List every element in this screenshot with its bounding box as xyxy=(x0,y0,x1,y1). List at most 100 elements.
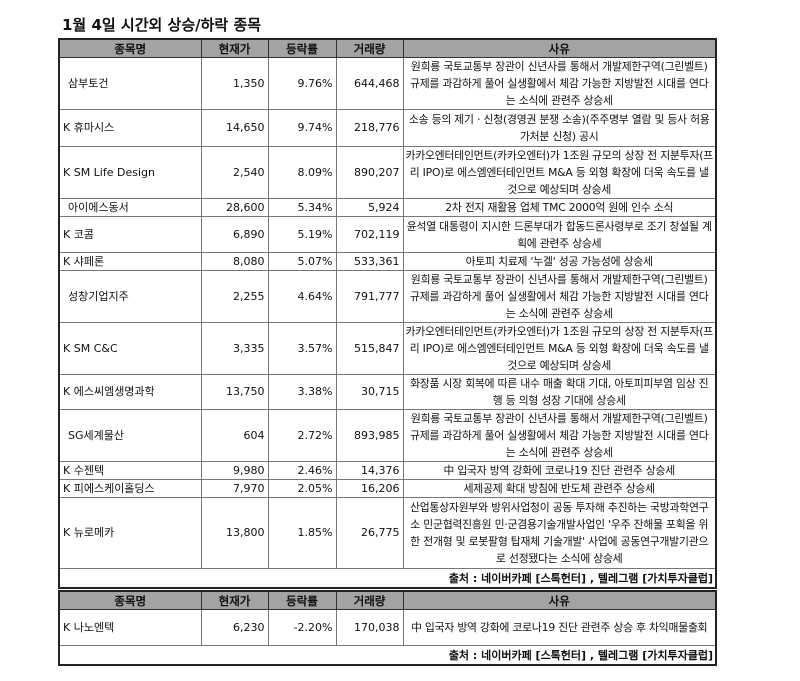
stock-change: 3.38% xyxy=(267,374,337,410)
stock-name: 삼부토건 xyxy=(58,57,202,110)
table-header-row: 종목명 현재가 등락률 거래량 사유 xyxy=(58,38,717,58)
table-row: K 뉴로메카 13,800 1.85% 26,775 산업통상자원부와 방위사업… xyxy=(58,497,717,569)
stock-name: K 휴마시스 xyxy=(58,109,202,147)
stock-reason: 2차 전지 재활용 업체 TMC 2000억 원에 인수 소식 xyxy=(402,198,717,217)
stock-change: 1.85% xyxy=(267,497,337,569)
stock-price: 9,980 xyxy=(200,461,269,480)
stock-name: K 에스씨엠생명과학 xyxy=(58,374,202,410)
table-row: 삼부토건 1,350 9.76% 644,468 원희룡 국토교통부 장관이 신… xyxy=(58,57,717,110)
table-row: SG세계물산 604 2.72% 893,985 원희룡 국토교통부 장관이 신… xyxy=(58,409,717,462)
stock-reason: 카카오엔터테인먼트(카카오엔터)가 1조원 규모의 상장 전 지분투자(프리 I… xyxy=(402,322,717,375)
stock-reason: 소송 등의 제기ㆍ신청(경영권 분쟁 소송)(주주명부 열람 및 등사 허용 가… xyxy=(402,109,717,147)
stock-reason: 中 입국자 방역 강화에 코로나19 진단 관련주 상승세 xyxy=(402,461,717,480)
stock-volume: 644,468 xyxy=(335,57,404,110)
stock-change: 9.74% xyxy=(267,109,337,147)
stock-price: 28,600 xyxy=(200,198,269,217)
stock-price: 3,335 xyxy=(200,322,269,375)
stock-reason: 화장품 시장 회복에 따른 내수 매출 확대 기대, 아토피피부염 임상 진행 … xyxy=(402,374,717,410)
stock-price: 604 xyxy=(200,409,269,462)
header-name: 종목명 xyxy=(58,38,202,58)
source-credit: 출처 : 네이버카페 [스톡헌터] , 텔레그램 [가치투자클럽] xyxy=(448,572,713,585)
table-row: K 휴마시스 14,650 9.74% 218,776 소송 등의 제기ㆍ신청(… xyxy=(58,109,717,147)
stock-volume: 5,924 xyxy=(335,198,404,217)
source-row: 출처 : 네이버카페 [스톡헌터] , 텔레그램 [가치투자클럽] xyxy=(59,569,716,589)
stock-name: 성창기업지주 xyxy=(58,270,202,323)
header-price: 현재가 xyxy=(200,38,269,58)
stock-price: 2,540 xyxy=(200,146,269,199)
stock-change: 5.19% xyxy=(267,216,337,253)
stock-price: 2,255 xyxy=(200,270,269,323)
stock-reason: 세제공제 확대 방침에 반도체 관련주 상승세 xyxy=(402,479,717,498)
table-row: 성창기업지주 2,255 4.64% 791,777 원희룡 국토교통부 장관이… xyxy=(58,270,717,323)
stock-volume: 515,847 xyxy=(335,322,404,375)
stock-change: 2.46% xyxy=(267,461,337,480)
header-change: 등락률 xyxy=(267,38,337,58)
stock-price: 1,350 xyxy=(200,57,269,110)
table-row: K SM Life Design 2,540 8.09% 890,207 카카오… xyxy=(58,146,717,199)
stock-reason: 中 입국자 방역 강화에 코로나19 진단 관련주 상승 후 차익매물출회 xyxy=(402,609,717,646)
header-price: 현재가 xyxy=(200,590,269,610)
table-row: K 피에스케이홀딩스 7,970 2.05% 16,206 세제공제 확대 방침… xyxy=(58,479,717,498)
stock-price: 6,890 xyxy=(200,216,269,253)
stock-name: SG세계물산 xyxy=(58,409,202,462)
stock-volume: 893,985 xyxy=(335,409,404,462)
stock-volume: 791,777 xyxy=(335,270,404,323)
stock-reason: 원희룡 국토교통부 장관이 신년사를 통해서 개발제한구역(그린벨트) 규제를 … xyxy=(402,270,717,323)
stock-change: 2.05% xyxy=(267,479,337,498)
stock-reason: 카카오엔터테인먼트(카카오엔터)가 1조원 규모의 상장 전 지분투자(프리 I… xyxy=(402,146,717,199)
header-change: 등락률 xyxy=(267,590,337,610)
stock-volume: 170,038 xyxy=(335,609,404,646)
stock-price: 8,080 xyxy=(200,252,269,271)
source-credit: 출처 : 네이버카페 [스톡헌터] , 텔레그램 [가치투자클럽] xyxy=(448,649,713,662)
stock-name: K SM C&C xyxy=(58,322,202,375)
header-volume: 거래량 xyxy=(335,38,404,58)
table-row: K 나노엔텍 6,230 -2.20% 170,038 中 입국자 방역 강화에… xyxy=(58,609,717,646)
stock-change: 9.76% xyxy=(267,57,337,110)
stock-name: K SM Life Design xyxy=(58,146,202,199)
stock-name: K 샤페론 xyxy=(58,252,202,271)
stock-reason: 원희룡 국토교통부 장관이 신년사를 통해서 개발제한구역(그린벨트) 규제를 … xyxy=(402,409,717,462)
table-row: K SM C&C 3,335 3.57% 515,847 카카오엔터테인먼트(카… xyxy=(58,322,717,375)
stock-price: 14,650 xyxy=(200,109,269,147)
stock-reason: 윤석열 대통령이 지시한 드론부대가 합동드론사령부로 조기 창설될 계획에 관… xyxy=(402,216,717,253)
stock-name: K 코콤 xyxy=(58,216,202,253)
stock-price: 13,750 xyxy=(200,374,269,410)
stock-change: 3.57% xyxy=(267,322,337,375)
stock-volume: 890,207 xyxy=(335,146,404,199)
stock-volume: 14,376 xyxy=(335,461,404,480)
stock-name: 아이에스동서 xyxy=(58,198,202,217)
stock-change: 8.09% xyxy=(267,146,337,199)
stock-price: 13,800 xyxy=(200,497,269,569)
page-title: 1월 4일 시간외 상승/하락 종목 xyxy=(62,16,262,34)
falling-stocks-table: 종목명 현재가 등락률 거래량 사유 K 나노엔텍 6,230 -2.20% 1… xyxy=(58,590,717,666)
stock-reason: 원희룡 국토교통부 장관이 신년사를 통해서 개발제한구역(그린벨트) 규제를 … xyxy=(402,57,717,110)
stock-change: 2.72% xyxy=(267,409,337,462)
rising-stocks-table: 종목명 현재가 등락률 거래량 사유 삼부토건 1,350 9.76% 644,… xyxy=(58,38,717,589)
table-row: K 샤페론 8,080 5.07% 533,361 아토피 치료제 '누겔' 성… xyxy=(58,252,717,271)
table-row: 아이에스동서 28,600 5.34% 5,924 2차 전지 재활용 업체 T… xyxy=(58,198,717,217)
stock-price: 7,970 xyxy=(200,479,269,498)
header-name: 종목명 xyxy=(58,590,202,610)
stock-name: K 수젠텍 xyxy=(58,461,202,480)
table-header-row: 종목명 현재가 등락률 거래량 사유 xyxy=(58,590,717,610)
stock-name: K 뉴로메카 xyxy=(58,497,202,569)
stock-change: -2.20% xyxy=(267,609,337,646)
header-reason: 사유 xyxy=(402,590,717,610)
stock-volume: 702,119 xyxy=(335,216,404,253)
stock-change: 5.34% xyxy=(267,198,337,217)
stock-reason: 산업통상자원부와 방위사업청이 공동 투자해 추진하는 국방과학연구소 민군협력… xyxy=(402,497,717,569)
source-row: 출처 : 네이버카페 [스톡헌터] , 텔레그램 [가치투자클럽] xyxy=(59,646,716,666)
header-volume: 거래량 xyxy=(335,590,404,610)
stock-name: K 피에스케이홀딩스 xyxy=(58,479,202,498)
stock-volume: 30,715 xyxy=(335,374,404,410)
table-row: K 에스씨엠생명과학 13,750 3.38% 30,715 화장품 시장 회복… xyxy=(58,374,717,410)
stock-change: 4.64% xyxy=(267,270,337,323)
stock-volume: 533,361 xyxy=(335,252,404,271)
header-reason: 사유 xyxy=(402,38,717,58)
stock-reason: 아토피 치료제 '누겔' 성공 가능성에 상승세 xyxy=(402,252,717,271)
stock-volume: 218,776 xyxy=(335,109,404,147)
stock-volume: 26,775 xyxy=(335,497,404,569)
stock-price: 6,230 xyxy=(200,609,269,646)
stock-volume: 16,206 xyxy=(335,479,404,498)
stock-change: 5.07% xyxy=(267,252,337,271)
